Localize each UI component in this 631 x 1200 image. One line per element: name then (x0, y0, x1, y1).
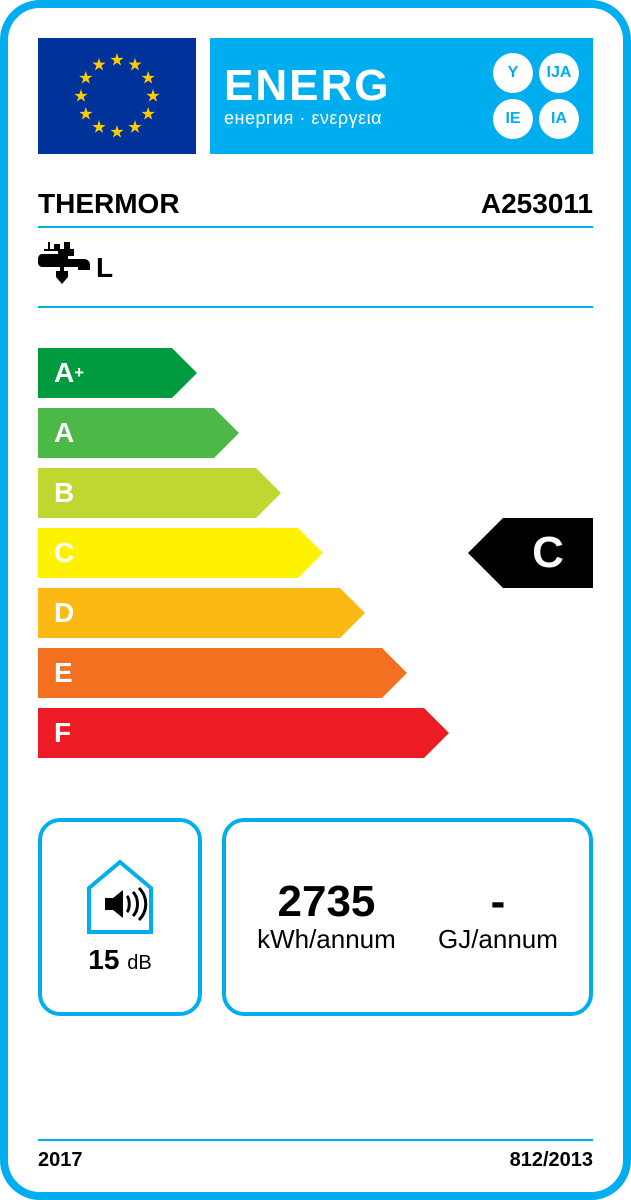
brand: THERMOR (38, 188, 180, 220)
load-profile-row: L (38, 242, 593, 308)
footer: 2017 812/2013 (38, 1139, 593, 1172)
model: A253011 (481, 188, 593, 220)
footer-year: 2017 (38, 1149, 83, 1172)
class-arrow-C: C (38, 528, 323, 578)
eu-flag (38, 38, 196, 154)
identification-row: THERMOR A253011 (38, 188, 593, 228)
class-arrow-F: F (38, 708, 449, 758)
rating-class: C (503, 518, 593, 588)
sound-number: 15 (88, 944, 119, 975)
energ-logo: ENERG енергия · ενεργεια YIJAIEIA (210, 38, 593, 154)
sound-unit: dB (127, 952, 151, 974)
sound-value: 15 dB (88, 944, 151, 976)
header: ENERG енергия · ενεργεια YIJAIEIA (38, 38, 593, 154)
info-row: 15 dB 2735 kWh/annum - GJ/annum (38, 818, 593, 1016)
class-arrow-D: D (38, 588, 365, 638)
class-arrow-A: A (38, 408, 239, 458)
sound-icon (77, 858, 163, 934)
kwh-value: 2735 (257, 880, 396, 924)
kwh-unit: kWh/annum (257, 924, 396, 955)
energ-title: ENERG (224, 64, 390, 108)
class-arrow-A+: A+ (38, 348, 197, 398)
energ-pill: IE (493, 99, 533, 139)
tap-icon (38, 242, 90, 284)
efficiency-scale: C A+ABCDEF (38, 348, 593, 778)
energy-label: ENERG енергия · ενεργεια YIJAIEIA THERMO… (0, 0, 631, 1200)
energ-suffix-pills: YIJAIEIA (493, 53, 579, 139)
energ-pill: Y (493, 53, 533, 93)
kwh-column: 2735 kWh/annum (257, 880, 396, 955)
gj-value: - (438, 880, 558, 924)
load-profile-letter: L (96, 252, 113, 284)
consumption-card: 2735 kWh/annum - GJ/annum (222, 818, 593, 1016)
gj-unit: GJ/annum (438, 924, 558, 955)
gj-column: - GJ/annum (438, 880, 558, 955)
class-arrow-E: E (38, 648, 407, 698)
footer-regulation: 812/2013 (510, 1149, 593, 1172)
rating-pointer: C (468, 518, 593, 588)
energ-subtitle: енергия · ενεργεια (224, 108, 390, 129)
class-arrow-B: B (38, 468, 281, 518)
energ-pill: IA (539, 99, 579, 139)
energ-pill: IJA (539, 53, 579, 93)
sound-card: 15 dB (38, 818, 202, 1016)
